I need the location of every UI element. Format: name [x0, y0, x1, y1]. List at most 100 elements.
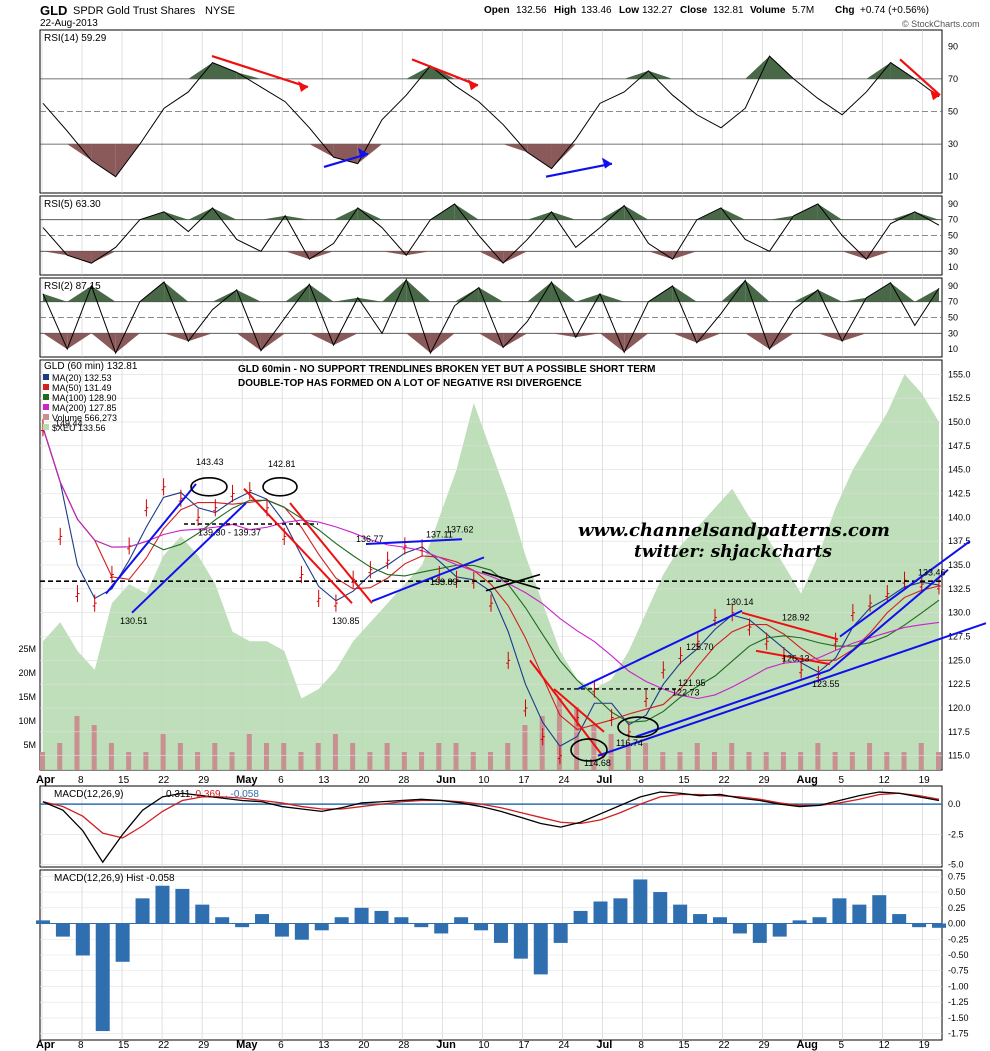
volume-bar	[281, 743, 287, 770]
x-tick-label: 29	[758, 775, 770, 786]
rsi-overbought-fill	[866, 62, 891, 79]
rsi-overbought-fill	[212, 207, 237, 220]
x-tick-label: 19	[919, 1040, 931, 1051]
rsi-overbought-fill	[236, 289, 261, 302]
volume-bar	[470, 752, 476, 770]
volume-bar	[350, 743, 356, 770]
rsi-oversold-fill	[430, 333, 455, 354]
price-label: 114.68	[584, 758, 611, 768]
channel-line	[597, 622, 987, 757]
watermark: © StockCharts.com	[902, 19, 980, 29]
volume-tick: 20M	[18, 668, 36, 678]
volume-label: Volume	[750, 5, 786, 16]
rsi-divergence-arrow-head	[930, 89, 940, 101]
price-title: GLD (60 min) 132.81	[44, 361, 138, 372]
security-name: SPDR Gold Trust Shares	[73, 5, 196, 17]
close-label: Close	[680, 5, 708, 16]
rsi-oversold-fill	[236, 333, 261, 351]
rsi-oversold-fill	[357, 144, 383, 164]
price-label: 122.73	[672, 688, 700, 698]
rsi-label: RSI(5) 63.30	[44, 199, 101, 210]
price-label: 143.43	[196, 457, 224, 467]
high-label: High	[554, 5, 577, 16]
volume-value: 5.7M	[792, 5, 815, 16]
hist-bar	[255, 914, 270, 925]
rsi-oversold-fill	[478, 251, 504, 264]
x-tick-label: May	[236, 1039, 258, 1051]
rsi-overbought-fill	[357, 207, 383, 220]
legend-swatch	[43, 394, 49, 400]
volume-bar	[298, 752, 304, 770]
rsi-oversold-fill	[503, 144, 528, 153]
legend-swatch	[43, 414, 49, 420]
ma200-line	[42, 427, 940, 700]
rsi-overbought-fill	[599, 293, 625, 302]
chg-value: +0.74 (+0.56%)	[860, 5, 929, 16]
open-label: Open	[484, 5, 510, 16]
volume-bar	[884, 752, 890, 770]
volume-bar	[246, 734, 252, 770]
price-label: 128.92	[782, 612, 810, 622]
rsi-overbought-fill	[890, 282, 915, 302]
volume-bar	[40, 752, 45, 770]
volume-bar	[419, 752, 425, 770]
rsi-oversold-fill	[309, 333, 334, 346]
channel-line	[365, 538, 463, 546]
volume-bar	[849, 752, 855, 770]
hist-bar	[155, 885, 170, 925]
hist-bar	[115, 923, 130, 962]
high-value: 133.46	[581, 5, 612, 16]
price-label: 137.11	[426, 529, 453, 539]
legend-swatch	[43, 384, 49, 390]
x-tick-label: 13	[318, 1040, 330, 1051]
x-tick-label: 20	[358, 1040, 370, 1051]
hist-bar	[95, 923, 110, 1032]
hist-bar	[36, 920, 50, 925]
price-label: 142.81	[268, 459, 296, 469]
legend-label: MA(20) 132.53	[52, 373, 112, 383]
hist-y-tick: -1.50	[948, 1013, 969, 1023]
hist-bar	[533, 923, 548, 975]
rsi-overbought-fill	[478, 287, 504, 302]
rsi-y-tick: 10	[948, 172, 958, 182]
price-label: 130.85	[332, 616, 360, 626]
x-tick-label: 29	[758, 1040, 770, 1051]
hist-bar	[394, 917, 409, 925]
price-y-tick: 137.5	[948, 536, 971, 546]
rsi-label: RSI(14) 59.29	[44, 33, 107, 44]
hist-y-tick: -0.50	[948, 950, 969, 960]
date: 22-Aug-2013	[40, 18, 98, 29]
rsi-line	[42, 278, 940, 355]
volume-bar	[867, 743, 873, 770]
price-y-tick: 142.5	[948, 488, 971, 498]
rsi-y-tick: 30	[948, 328, 958, 338]
volume-bar	[798, 752, 804, 770]
rsi-overbought-fill	[188, 62, 213, 79]
site-watermark-text: www.channelsandpatterns.com	[578, 520, 890, 541]
x-tick-label: 8	[638, 1040, 644, 1051]
hist-bar	[513, 923, 528, 959]
volume-bar	[91, 725, 97, 770]
flag-line	[481, 570, 541, 590]
volume-bar	[264, 743, 269, 770]
price-label: 123.55	[812, 679, 840, 689]
rsi-oversold-fill	[67, 144, 92, 161]
hist-bar	[633, 879, 648, 925]
rsi-oversold-fill	[260, 333, 286, 351]
rsi-overbought-fill	[914, 211, 939, 220]
channel-line	[839, 540, 971, 638]
volume-bar	[488, 752, 493, 770]
hist-bar	[832, 898, 847, 925]
rsi-overbought-fill	[236, 72, 261, 79]
x-tick-label: 8	[78, 775, 84, 786]
channel-line	[741, 611, 839, 641]
rsi-y-tick: 70	[948, 74, 958, 84]
rsi-oversold-fill	[164, 333, 189, 342]
rsi-oversold-fill	[503, 333, 528, 348]
channel-line	[289, 502, 373, 604]
volume-bar	[160, 734, 166, 770]
volume-bar	[694, 743, 700, 770]
hist-bar	[374, 910, 389, 925]
rsi-divergence-arrow-head	[468, 79, 478, 91]
double-top-ellipse	[190, 477, 228, 497]
